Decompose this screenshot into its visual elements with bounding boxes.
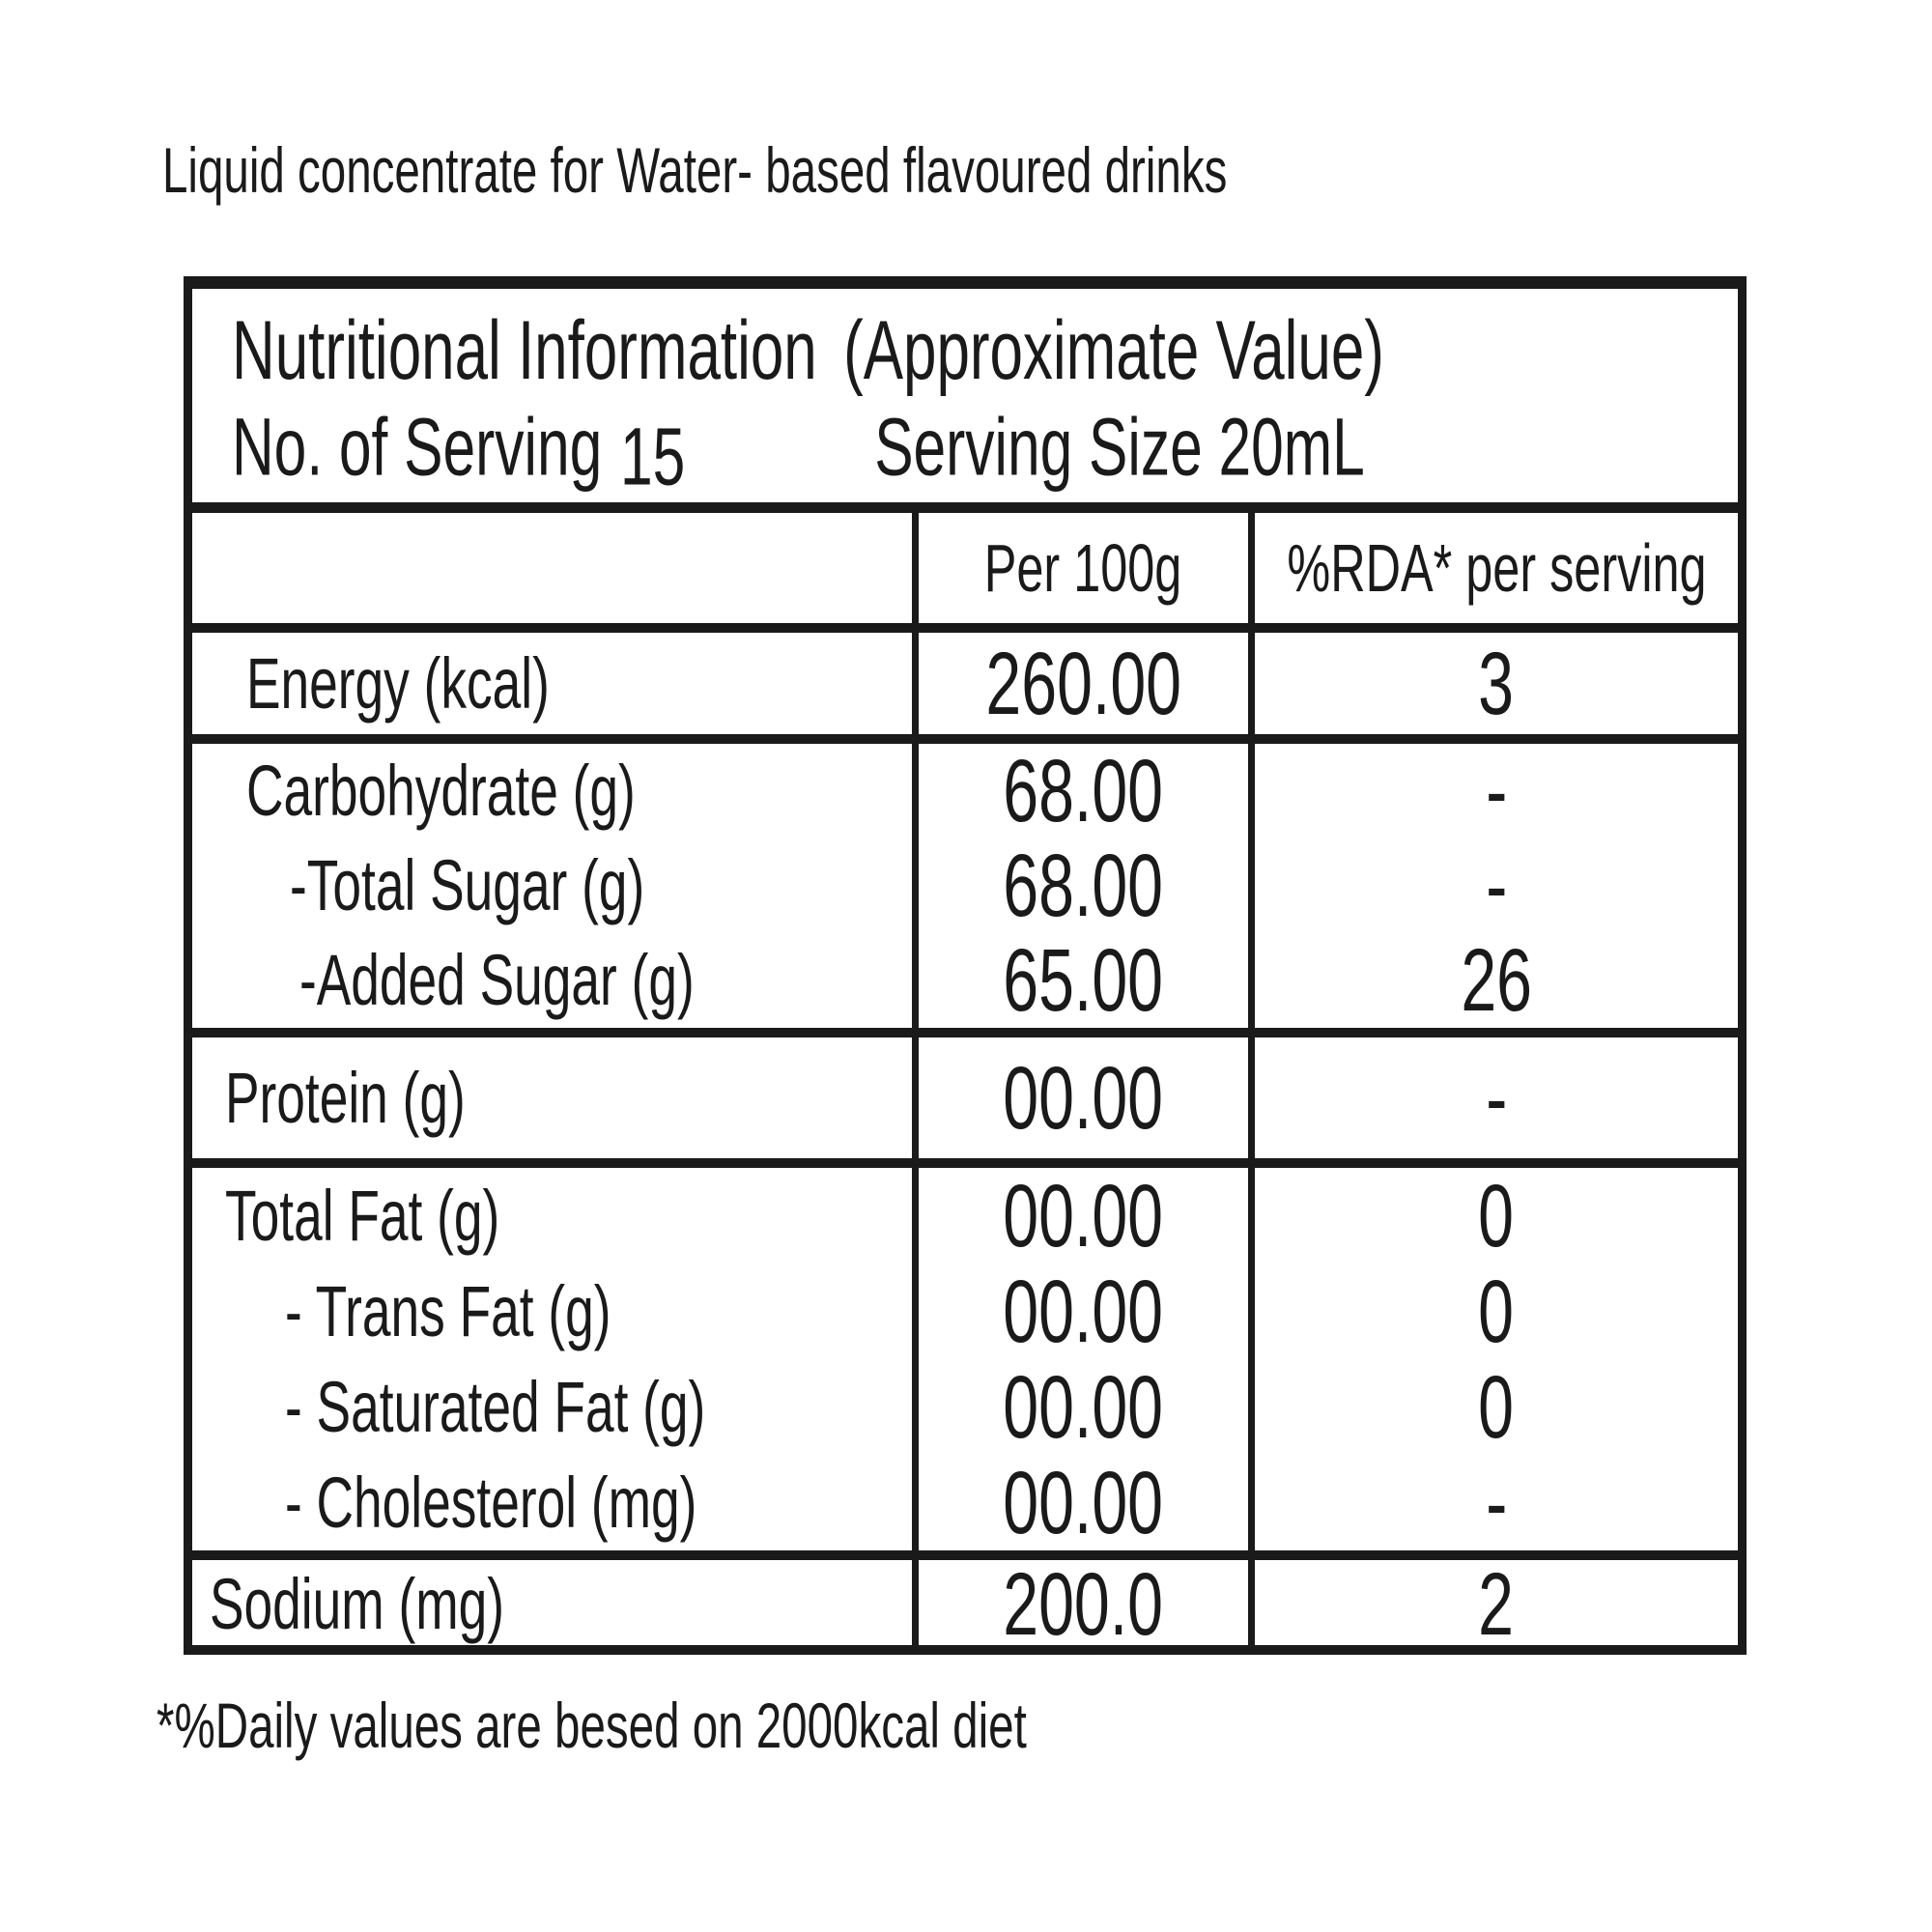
table-title-line: Nutritional Information (Approximate Valu… xyxy=(192,302,1738,399)
row-per100-value: 260.00 xyxy=(985,634,1181,733)
section-carbohydrate: Carbohydrate (g) 68.00 - -Total Sugar (g… xyxy=(192,734,1738,1028)
row-label: - Cholesterol (mg) xyxy=(285,1462,697,1543)
row-label: - Saturated Fat (g) xyxy=(285,1366,706,1447)
row-rda-value: 0 xyxy=(1478,1357,1515,1457)
table-row: Energy (kcal) 260.00 3 xyxy=(192,633,1738,734)
row-rda-value: 3 xyxy=(1478,634,1515,733)
row-label: Carbohydrate (g) xyxy=(246,751,636,831)
table-title-group: Nutritional Information (Approximate Valu… xyxy=(232,309,1384,392)
row-rda-value: - xyxy=(1485,1453,1508,1552)
column-header-per100: Per 100g xyxy=(912,513,1248,623)
table-row: Carbohydrate (g) 68.00 - xyxy=(192,744,1738,838)
table-row: -Added Sugar (g) 65.00 26 xyxy=(192,933,1738,1028)
row-rda-value: - xyxy=(1485,742,1508,840)
serving-size-group: Serving Size 20mL xyxy=(874,407,1365,488)
row-label: Sodium (mg) xyxy=(210,1564,504,1644)
row-label: Total Fat (g) xyxy=(225,1175,500,1256)
row-per100-value: 00.00 xyxy=(1003,1453,1164,1552)
row-rda-value: 0 xyxy=(1478,1262,1515,1361)
no-of-serving-value: 15 xyxy=(619,411,686,502)
row-per100-value: 00.00 xyxy=(1003,1262,1164,1361)
column-header-rda: %RDA* per serving xyxy=(1248,513,1738,623)
table-row: - Cholesterol (mg) 00.00 - xyxy=(192,1455,1738,1550)
row-label: -Added Sugar (g) xyxy=(299,940,695,1020)
table-title-approx: (Approximate Value) xyxy=(843,304,1384,397)
column-header-row: Per 100g %RDA* per serving xyxy=(192,513,1738,623)
serving-size-value: 20mL xyxy=(1218,401,1365,493)
row-rda-value: - xyxy=(1485,837,1508,935)
table-row: - Trans Fat (g) 00.00 0 xyxy=(192,1264,1738,1359)
daily-value-footnote: *%Daily values are besed on 2000kcal die… xyxy=(156,1689,1365,1762)
nutrition-table: Nutritional Information (Approximate Valu… xyxy=(184,276,1747,1655)
row-label: Protein (g) xyxy=(225,1057,466,1138)
column-header-empty xyxy=(192,513,912,623)
section-fat: Total Fat (g) 00.00 0 - Trans Fat (g) 00… xyxy=(192,1158,1738,1550)
table-title: Nutritional Information xyxy=(232,304,817,397)
column-header-rda-text: %RDA* per serving xyxy=(1286,530,1707,606)
row-rda-value: 26 xyxy=(1461,931,1532,1030)
row-per100-value: 68.00 xyxy=(1003,837,1164,935)
table-row: Protein (g) 00.00 - xyxy=(192,1037,1738,1158)
product-description: Liquid concentrate for Water- based flav… xyxy=(162,133,1641,207)
row-per100-value: 00.00 xyxy=(1003,1166,1164,1265)
row-rda-value: - xyxy=(1485,1048,1508,1148)
row-label: - Trans Fat (g) xyxy=(285,1270,611,1351)
product-description-text: Liquid concentrate for Water- based flav… xyxy=(162,134,1228,206)
table-row: Sodium (mg) 200.0 2 xyxy=(192,1560,1738,1649)
table-row: Total Fat (g) 00.00 0 xyxy=(192,1168,1738,1264)
table-header: Nutritional Information (Approximate Valu… xyxy=(192,289,1738,502)
no-of-serving-group: No. of Serving 15 xyxy=(232,407,685,497)
row-per100-value: 00.00 xyxy=(1003,1048,1164,1148)
row-rda-value: 0 xyxy=(1478,1166,1515,1265)
daily-value-footnote-text: *%Daily values are besed on 2000kcal die… xyxy=(156,1690,1027,1761)
serving-size: Serving Size 20mL xyxy=(779,401,1460,495)
serving-size-label: Serving Size xyxy=(874,401,1203,493)
row-label: Energy (kcal) xyxy=(246,642,550,724)
column-header-per100-text: Per 100g xyxy=(984,530,1182,606)
serving-info-line: No. of Serving 15 Serving Size 20mL xyxy=(192,399,1738,497)
row-label: -Total Sugar (g) xyxy=(290,845,645,925)
column-header-section: Per 100g %RDA* per serving xyxy=(192,502,1738,623)
table-row: -Total Sugar (g) 68.00 - xyxy=(192,838,1738,933)
no-of-serving: No. of Serving 15 xyxy=(232,401,862,497)
row-per100-value: 200.0 xyxy=(1003,1555,1164,1654)
section-energy: Energy (kcal) 260.00 3 xyxy=(192,623,1738,734)
row-per100-value: 68.00 xyxy=(1003,742,1164,840)
section-protein: Protein (g) 00.00 - xyxy=(192,1028,1738,1158)
row-rda-value: 2 xyxy=(1478,1555,1515,1654)
row-per100-value: 00.00 xyxy=(1003,1357,1164,1457)
row-per100-value: 65.00 xyxy=(1003,931,1164,1030)
section-sodium: Sodium (mg) 200.0 2 xyxy=(192,1550,1738,1649)
table-row: - Saturated Fat (g) 00.00 0 xyxy=(192,1359,1738,1455)
no-of-serving-label: No. of Serving xyxy=(232,401,603,493)
